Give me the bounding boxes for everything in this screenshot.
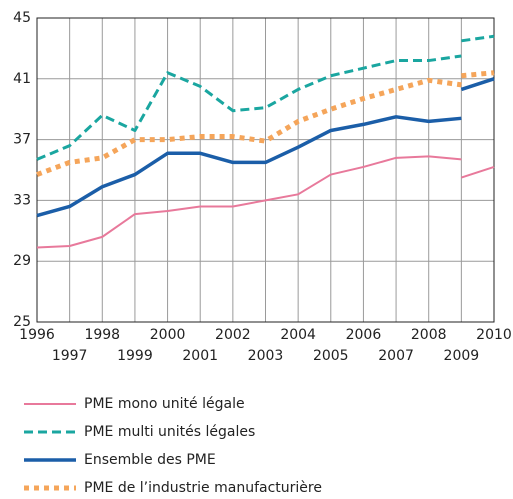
series-line [461,34,495,43]
y-tick-label: 41 [13,71,31,87]
y-tick-label: 33 [13,192,31,208]
x-tick-label: 2000 [150,327,186,343]
series-line [36,155,462,249]
x-tick-label: 2009 [444,348,480,364]
legend-label: Ensemble des PME [84,452,216,468]
series-line [36,115,462,218]
y-tick-label: 25 [13,314,31,330]
x-tick-label: 1996 [19,327,55,343]
series-line [36,77,462,177]
series-line [36,54,462,161]
x-tick-label: 1999 [117,348,153,364]
x-tick-label: 2004 [280,327,316,343]
series-line [461,166,495,179]
series-line [461,70,495,79]
series-line [460,77,495,92]
plot-frame [36,17,495,323]
legend-label: PME multi unités légales [84,424,255,440]
x-tick-label: 2008 [411,327,447,343]
legend-label: PME mono unité légale [84,396,245,412]
x-tick-label: 2005 [313,348,349,364]
y-tick-label: 29 [13,253,31,269]
x-tick-label: 2002 [215,327,251,343]
x-tick-label: 2003 [248,348,284,364]
x-tick-label: 1997 [52,348,88,364]
x-tick-label: 2007 [378,348,414,364]
y-tick-label: 45 [13,10,31,26]
x-tick-label: 2001 [182,348,218,364]
x-tick-label: 1998 [84,327,120,343]
x-tick-label: 2006 [346,327,382,343]
x-tick-label: 2010 [476,327,512,343]
y-tick-label: 37 [13,132,31,148]
legend-label: PME de l’industrie manufacturière [84,480,322,495]
